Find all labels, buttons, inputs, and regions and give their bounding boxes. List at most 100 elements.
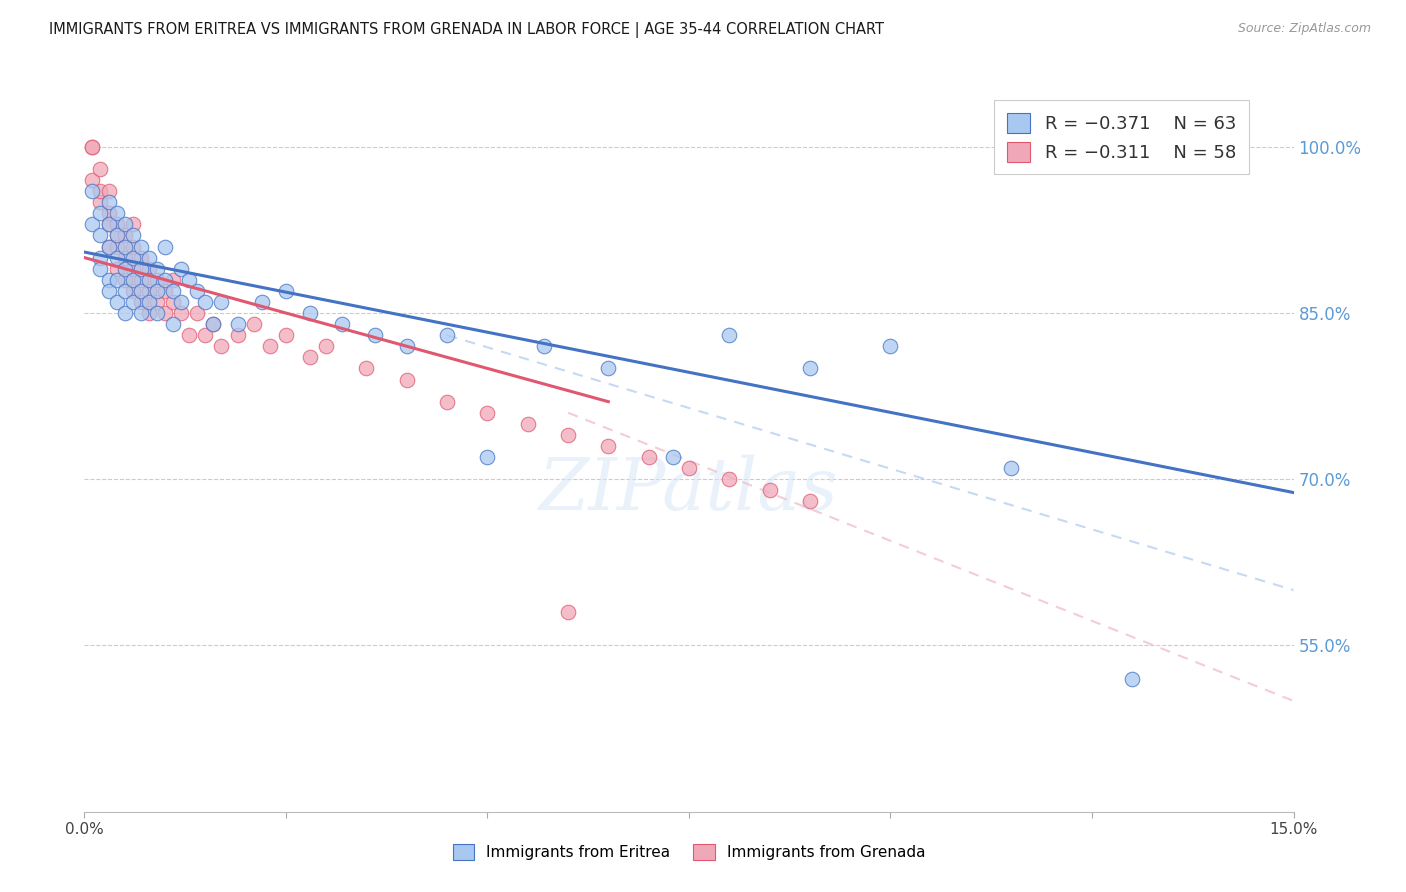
- Point: [477, 406, 499, 420]
- Point: [82, 140, 104, 154]
- Point: [97, 218, 120, 232]
- Point: [1000, 461, 1022, 475]
- Point: [186, 306, 208, 320]
- Point: [395, 339, 418, 353]
- Point: [598, 439, 620, 453]
- Point: [226, 317, 249, 331]
- Point: [1121, 672, 1143, 686]
- Point: [138, 294, 160, 309]
- Point: [146, 261, 169, 276]
- Point: [114, 228, 136, 243]
- Point: [129, 273, 152, 287]
- Point: [121, 228, 143, 243]
- Point: [129, 261, 152, 276]
- Point: [194, 294, 217, 309]
- Point: [121, 239, 143, 253]
- Point: [121, 261, 143, 276]
- Point: [89, 206, 111, 220]
- Point: [162, 273, 184, 287]
- Point: [477, 450, 499, 464]
- Point: [186, 284, 208, 298]
- Point: [879, 339, 901, 353]
- Point: [138, 273, 160, 287]
- Point: [114, 284, 136, 298]
- Point: [129, 284, 152, 298]
- Point: [299, 351, 322, 365]
- Point: [202, 317, 225, 331]
- Point: [82, 173, 104, 187]
- Point: [105, 239, 128, 253]
- Point: [242, 317, 264, 331]
- Point: [718, 472, 741, 486]
- Point: [89, 228, 111, 243]
- Point: [105, 206, 128, 220]
- Point: [162, 294, 184, 309]
- Point: [97, 184, 120, 198]
- Point: [170, 261, 193, 276]
- Point: [194, 328, 217, 343]
- Point: [557, 428, 579, 442]
- Point: [637, 450, 659, 464]
- Point: [129, 306, 152, 320]
- Point: [162, 317, 184, 331]
- Point: [718, 328, 741, 343]
- Point: [395, 372, 418, 386]
- Point: [170, 294, 193, 309]
- Point: [121, 218, 143, 232]
- Point: [105, 294, 128, 309]
- Point: [121, 251, 143, 265]
- Point: [97, 284, 120, 298]
- Point: [153, 273, 176, 287]
- Point: [516, 417, 538, 431]
- Text: ZIPatlas: ZIPatlas: [538, 455, 839, 525]
- Point: [330, 317, 353, 331]
- Point: [105, 273, 128, 287]
- Point: [146, 273, 169, 287]
- Point: [162, 284, 184, 298]
- Point: [89, 161, 111, 176]
- Point: [105, 261, 128, 276]
- Point: [557, 605, 579, 619]
- Point: [114, 218, 136, 232]
- Point: [662, 450, 685, 464]
- Point: [89, 261, 111, 276]
- Point: [114, 251, 136, 265]
- Point: [356, 361, 378, 376]
- Point: [363, 328, 385, 343]
- Point: [121, 294, 143, 309]
- Point: [114, 306, 136, 320]
- Point: [799, 494, 821, 508]
- Point: [105, 251, 128, 265]
- Point: [315, 339, 337, 353]
- Point: [97, 239, 120, 253]
- Point: [153, 239, 176, 253]
- Point: [299, 306, 322, 320]
- Point: [202, 317, 225, 331]
- Point: [97, 273, 120, 287]
- Point: [598, 361, 620, 376]
- Point: [121, 284, 143, 298]
- Point: [799, 361, 821, 376]
- Point: [82, 140, 104, 154]
- Point: [678, 461, 700, 475]
- Point: [259, 339, 281, 353]
- Point: [179, 273, 201, 287]
- Point: [274, 328, 297, 343]
- Point: [146, 306, 169, 320]
- Point: [105, 228, 128, 243]
- Point: [209, 294, 232, 309]
- Point: [89, 195, 111, 210]
- Point: [436, 394, 458, 409]
- Point: [274, 284, 297, 298]
- Text: Source: ZipAtlas.com: Source: ZipAtlas.com: [1237, 22, 1371, 36]
- Point: [146, 294, 169, 309]
- Point: [250, 294, 273, 309]
- Point: [114, 239, 136, 253]
- Point: [138, 306, 160, 320]
- Legend: Immigrants from Eritrea, Immigrants from Grenada: Immigrants from Eritrea, Immigrants from…: [447, 838, 931, 866]
- Point: [129, 239, 152, 253]
- Point: [138, 261, 160, 276]
- Point: [129, 251, 152, 265]
- Point: [170, 306, 193, 320]
- Point: [97, 218, 120, 232]
